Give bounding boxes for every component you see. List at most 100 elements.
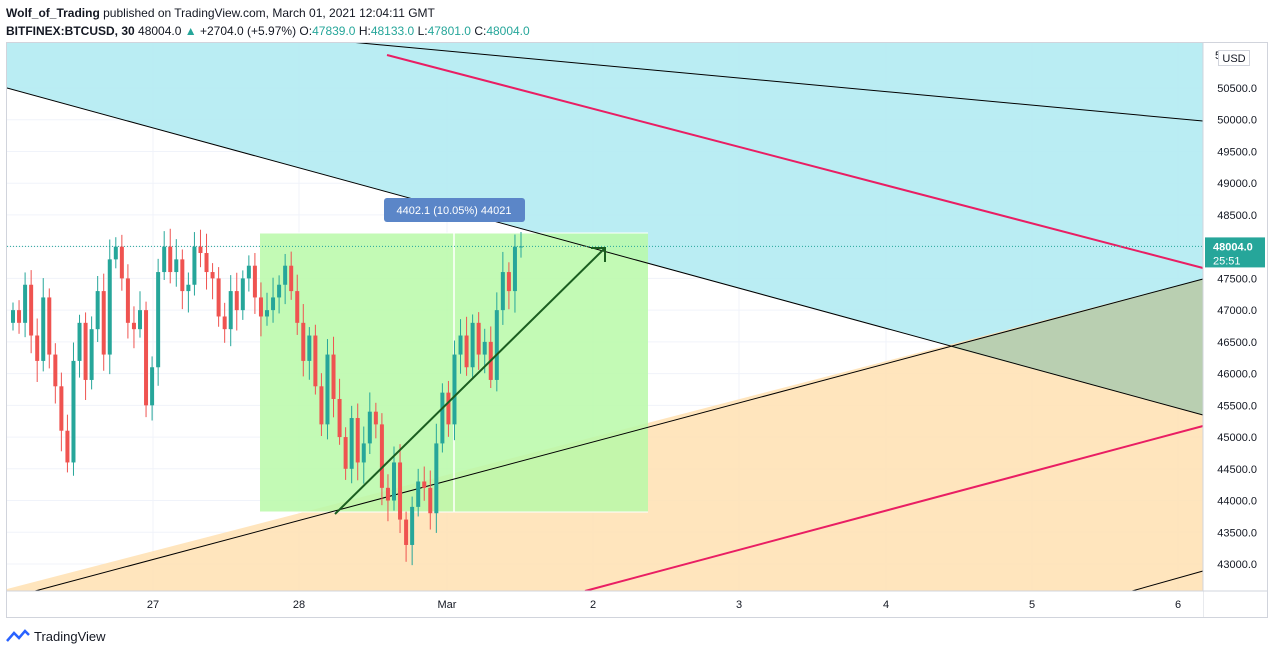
candle-body-8 (59, 386, 64, 431)
candle-body-1 (17, 310, 22, 323)
tradingview-brand: TradingView (34, 628, 106, 644)
candle-body-29 (186, 284, 191, 292)
published-text: published on TradingView.com, March 01, … (103, 6, 435, 20)
candle-body-0 (11, 310, 15, 323)
candle-body-35 (222, 316, 227, 330)
candle-body-39 (246, 265, 251, 279)
symbol-label: BITFINEX:BTCUSD, 30 (6, 24, 135, 38)
candle-body-25 (162, 246, 167, 273)
price-badge-bg (1205, 237, 1265, 268)
candle-body-53 (331, 354, 336, 399)
author-name[interactable]: Wolf_of_Trading (6, 6, 100, 20)
candle-body-21 (138, 310, 142, 330)
open-value: 47839.0 (312, 24, 356, 38)
y-tick-label-3: 49000.0 (1217, 178, 1257, 190)
y-tick-label-15: 43000.0 (1217, 559, 1257, 571)
price-change: +2704.0 (+5.97%) (200, 24, 297, 38)
footer: TradingView (6, 626, 106, 646)
candle-body-34 (216, 278, 221, 317)
candle-body-24 (156, 272, 161, 368)
channel-midline (386, 54, 1204, 269)
candle-body-38 (240, 278, 245, 311)
candle-body-26 (168, 246, 173, 273)
last-price: 48004.0 (138, 24, 182, 38)
candle-body-22 (144, 310, 149, 406)
candle-body-36 (228, 291, 233, 330)
candle-body-84 (519, 246, 523, 248)
candle-body-44 (277, 284, 282, 298)
channel-overlap-fill (951, 279, 1203, 415)
candle-body-75 (464, 335, 469, 368)
candle-body-30 (192, 246, 197, 285)
candle-body-11 (77, 322, 82, 361)
candle-body-10 (71, 360, 76, 463)
candle-body-61 (379, 424, 384, 488)
y-tick-label-4: 48500.0 (1217, 210, 1257, 222)
candle-body-72 (446, 392, 451, 425)
y-tick-label-11: 45000.0 (1217, 432, 1257, 444)
candle-body-6 (47, 297, 52, 355)
price-badge-value: 48004.0 (1213, 241, 1253, 253)
candle-body-9 (65, 430, 70, 463)
y-tick-label-1: 50000.0 (1217, 115, 1257, 127)
y-tick-label-13: 44000.0 (1217, 496, 1257, 508)
candle-body-41 (258, 297, 263, 317)
candle-body-78 (482, 341, 487, 355)
candle-body-18 (119, 246, 124, 279)
candle-body-3 (29, 284, 34, 336)
candle-body-59 (367, 411, 372, 444)
x-tick-label-3: 2 (590, 599, 596, 611)
y-tick-label-14: 43500.0 (1217, 527, 1257, 539)
candle-body-17 (113, 246, 118, 260)
price-badge-countdown: 25:51 (1213, 255, 1241, 267)
candle-body-69 (428, 487, 433, 514)
measure-label: 4402.1 (10.05%) 44021 (397, 205, 512, 217)
y-tick-label-7: 47000.0 (1217, 305, 1257, 317)
y-tick-label-8: 46500.0 (1217, 337, 1257, 349)
candle-body-51 (319, 386, 324, 425)
y-tick-label-6: 47500.0 (1217, 273, 1257, 285)
candle-body-71 (440, 392, 445, 444)
candle-body-16 (107, 259, 112, 355)
channel-top-line (355, 43, 1204, 122)
candle-body-12 (83, 322, 88, 380)
candle-body-2 (23, 284, 28, 323)
close-label: C: (474, 24, 487, 38)
tradingview-logo-icon (6, 629, 30, 642)
candle-body-58 (361, 443, 366, 463)
x-tick-label-0: 27 (147, 599, 159, 611)
x-tick-label-7: 6 (1175, 599, 1181, 611)
candle-body-80 (494, 310, 499, 380)
price-chart[interactable]: 4402.1 (10.05%) 44021 50500.0 50000.0 49500… (7, 43, 1267, 617)
ohlc-line: BITFINEX:BTCUSD, 30 48004.0 ▲ +2704.0 (+… (6, 22, 1266, 40)
candle-body-20 (131, 322, 136, 330)
candle-body-27 (174, 259, 179, 273)
candle-body-52 (325, 354, 330, 425)
candle-body-70 (434, 443, 439, 514)
candle-body-60 (373, 411, 378, 425)
projection-arrow-head (591, 247, 606, 262)
publish-line: Wolf_of_Trading published on TradingView… (6, 4, 1266, 22)
candle-body-7 (53, 354, 58, 387)
y-tick-label-2: 49500.0 (1217, 146, 1257, 158)
candle-body-55 (343, 437, 348, 469)
candle-body-4 (35, 335, 40, 361)
candle-body-13 (89, 329, 94, 380)
candle-body-66 (410, 506, 415, 545)
currency-badge[interactable]: USD (1218, 50, 1250, 66)
chart-area[interactable]: 4402.1 (10.05%) 44021 50500.0 50000.0 49500… (6, 42, 1268, 618)
candle-body-56 (349, 418, 354, 469)
candle-body-28 (180, 259, 185, 292)
x-tick-label-1: 28 (293, 599, 305, 611)
projection-arrow-line (334, 247, 606, 515)
y-tick-label-12: 44500.0 (1217, 464, 1257, 476)
low-label: L: (417, 24, 428, 38)
candle-body-45 (283, 265, 288, 285)
candle-body-74 (458, 335, 463, 355)
candle-body-47 (295, 291, 300, 323)
candle-body-43 (271, 297, 276, 311)
candle-body-67 (416, 481, 421, 507)
candle-body-42 (265, 310, 269, 317)
channel-upper-fill (7, 43, 1203, 415)
candle-body-65 (404, 519, 409, 545)
